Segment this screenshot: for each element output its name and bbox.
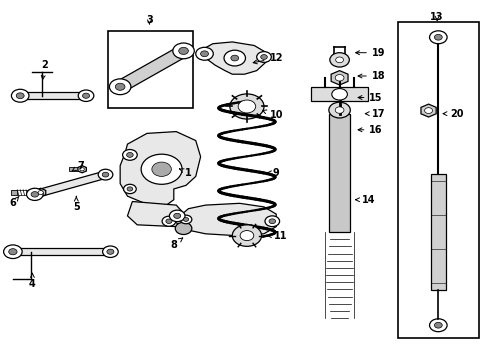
- Circle shape: [141, 154, 182, 184]
- Text: 13: 13: [429, 12, 443, 22]
- Circle shape: [260, 55, 267, 59]
- Bar: [69, 167, 79, 171]
- Text: 6: 6: [9, 196, 19, 208]
- Circle shape: [107, 249, 114, 254]
- Circle shape: [80, 168, 84, 171]
- Text: 1: 1: [179, 168, 191, 178]
- Circle shape: [331, 89, 346, 100]
- Polygon shape: [115, 46, 188, 91]
- Text: 3: 3: [146, 15, 152, 26]
- Circle shape: [9, 249, 17, 255]
- Text: 18: 18: [357, 71, 385, 81]
- Text: 2: 2: [41, 60, 48, 79]
- Circle shape: [264, 216, 279, 226]
- Circle shape: [238, 100, 255, 113]
- Circle shape: [127, 187, 133, 191]
- Text: 20: 20: [442, 109, 463, 119]
- Circle shape: [230, 55, 238, 61]
- Circle shape: [433, 35, 441, 40]
- Circle shape: [183, 217, 188, 221]
- Circle shape: [229, 94, 264, 119]
- Text: 17: 17: [365, 109, 385, 119]
- Circle shape: [424, 108, 432, 113]
- Text: 9: 9: [266, 168, 279, 178]
- Bar: [329, 114, 349, 232]
- Polygon shape: [36, 188, 46, 197]
- Bar: [397, 22, 478, 338]
- Circle shape: [172, 43, 194, 59]
- Circle shape: [3, 245, 22, 258]
- Circle shape: [428, 31, 446, 44]
- Circle shape: [268, 219, 275, 224]
- Circle shape: [38, 190, 43, 194]
- Circle shape: [82, 93, 89, 98]
- Circle shape: [11, 89, 29, 102]
- Circle shape: [328, 102, 349, 118]
- Text: 11: 11: [267, 231, 287, 240]
- Circle shape: [334, 107, 343, 113]
- Circle shape: [240, 230, 253, 240]
- Polygon shape: [127, 202, 185, 226]
- Circle shape: [169, 210, 184, 222]
- Circle shape: [256, 51, 271, 62]
- Circle shape: [428, 319, 446, 332]
- Polygon shape: [420, 104, 435, 117]
- Bar: [430, 174, 445, 291]
- Circle shape: [162, 216, 175, 226]
- Text: 15: 15: [357, 93, 382, 103]
- Circle shape: [115, 83, 125, 90]
- Circle shape: [433, 322, 441, 328]
- Text: 5: 5: [73, 196, 80, 212]
- Circle shape: [102, 246, 118, 257]
- Circle shape: [165, 219, 172, 224]
- Circle shape: [200, 51, 208, 57]
- Circle shape: [335, 57, 343, 63]
- Circle shape: [173, 213, 181, 219]
- Circle shape: [232, 225, 261, 246]
- Circle shape: [16, 93, 24, 99]
- Circle shape: [178, 48, 188, 54]
- Circle shape: [102, 172, 109, 177]
- Text: 7: 7: [72, 161, 84, 171]
- Bar: [108, 31, 193, 108]
- Text: 16: 16: [357, 125, 382, 135]
- Text: 12: 12: [253, 53, 283, 64]
- Polygon shape: [13, 248, 110, 255]
- Text: 19: 19: [355, 48, 385, 58]
- Polygon shape: [173, 203, 276, 235]
- Polygon shape: [120, 132, 200, 205]
- Circle shape: [109, 79, 131, 95]
- Circle shape: [122, 149, 137, 160]
- Polygon shape: [203, 42, 266, 74]
- Circle shape: [123, 184, 136, 194]
- Circle shape: [180, 215, 191, 224]
- Text: 4: 4: [29, 273, 36, 289]
- Circle shape: [31, 192, 39, 197]
- Polygon shape: [78, 166, 86, 173]
- Circle shape: [329, 53, 348, 67]
- Circle shape: [98, 169, 113, 180]
- Circle shape: [195, 47, 213, 60]
- Text: 10: 10: [262, 110, 283, 121]
- Circle shape: [26, 188, 43, 201]
- Circle shape: [126, 153, 133, 157]
- Polygon shape: [33, 171, 107, 198]
- Polygon shape: [330, 71, 347, 85]
- Circle shape: [78, 90, 94, 102]
- Circle shape: [152, 162, 171, 176]
- Text: 8: 8: [170, 238, 183, 249]
- Bar: [11, 190, 17, 195]
- Circle shape: [224, 50, 245, 66]
- Circle shape: [334, 75, 343, 81]
- Bar: [311, 87, 367, 101]
- Circle shape: [175, 222, 191, 234]
- Polygon shape: [20, 92, 86, 99]
- Text: 14: 14: [355, 195, 375, 205]
